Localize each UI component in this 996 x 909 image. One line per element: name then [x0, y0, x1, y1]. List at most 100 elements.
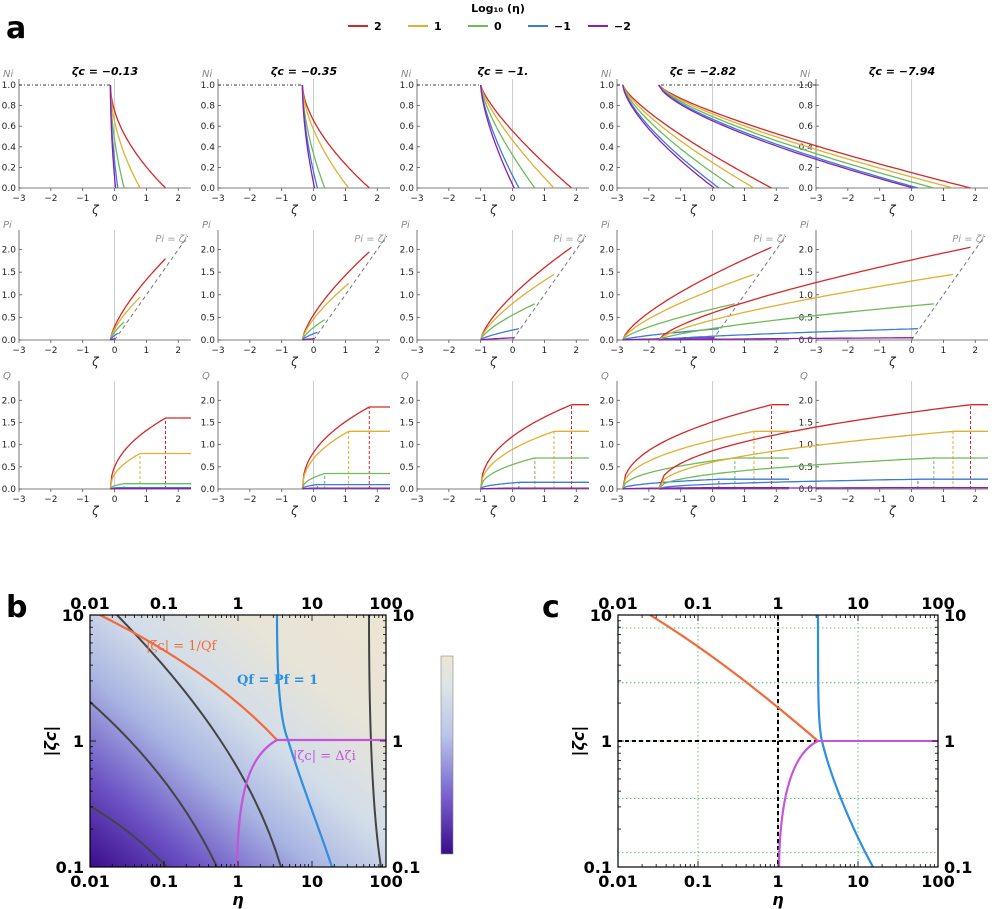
xtick-1-4-2: −1 — [873, 346, 886, 356]
b-xtick-bottom-0: 0.01 — [70, 872, 109, 891]
xtick-0-0-4: 1 — [144, 194, 150, 204]
legend-title: Log₁₀ (η) — [471, 2, 525, 15]
xtick-2-0-2: −1 — [76, 495, 89, 505]
series-0-0-1 — [109, 84, 141, 189]
row-ylabel-0-3: Ni — [601, 69, 611, 80]
series-2-0-1 — [109, 452, 191, 490]
ytick-0-2-4: 0.8 — [400, 102, 415, 112]
subplot-2-3: Q 0.0 0.5 1.0 1.5 2.0 −3 −2 −1 0 1 2 ζ — [600, 371, 789, 518]
series-1-2-1 — [480, 273, 555, 341]
ytick-1-2-4: 2.0 — [400, 246, 415, 256]
c-xtick-bottom-1: 0.1 — [684, 872, 712, 891]
series-0-1-0 — [301, 84, 370, 189]
xlabel-1-2: ζ — [489, 355, 498, 369]
ytick-1-2-0: 0.0 — [400, 336, 415, 346]
series-2-4-2 — [658, 457, 988, 490]
series-2-0-3 — [110, 487, 191, 490]
series-1-1-4 — [302, 338, 315, 341]
row-ylabel-1-0: Pi — [3, 220, 12, 231]
ytick-2-3-3: 1.5 — [600, 418, 614, 428]
ytick-1-0-4: 2.0 — [2, 246, 17, 256]
ytick-2-4-0: 0.0 — [799, 485, 814, 495]
series-1-0-3 — [109, 332, 119, 341]
reference-line-4 — [911, 235, 986, 341]
ytick-1-0-0: 0.0 — [2, 336, 17, 346]
c-ytick-left-2: 10 — [590, 606, 612, 625]
series-2-2-1 — [480, 430, 589, 490]
series-2-3-0 — [622, 404, 789, 490]
ytick-0-3-4: 0.8 — [600, 102, 615, 112]
subplot-1-4: Pi 0.0 0.5 1.0 1.5 2.0 −3 −2 −1 0 1 2 ζ Pi = ζi — [658, 220, 988, 369]
column-title-0: ζc = −0.13 — [72, 65, 139, 78]
ytick-1-2-2: 1.0 — [400, 291, 415, 301]
xtick-1-0-0: −3 — [12, 346, 25, 356]
xtick-0-1-1: −2 — [243, 194, 256, 204]
ytick-0-0-4: 0.8 — [2, 102, 17, 112]
xlabel-0-1: ζ — [290, 203, 299, 217]
b-ytick-left-2: 10 — [62, 606, 84, 625]
series-1-0-2 — [109, 321, 125, 341]
ytick-0-4-0: 0.0 — [799, 184, 814, 194]
xtick-0-3-2: −1 — [674, 194, 687, 204]
c-xtick-top-2: 1 — [772, 594, 783, 613]
c-ytick-left-0: 0.1 — [584, 858, 612, 877]
ytick-2-1-4: 2.0 — [201, 396, 216, 406]
xtick-2-1-5: 2 — [374, 495, 380, 505]
ytick-1-0-1: 0.5 — [2, 313, 16, 323]
ytick-0-4-2: 0.4 — [799, 143, 814, 153]
series-1-0-1 — [109, 296, 141, 341]
b-xtick-bottom-2: 1 — [232, 872, 243, 891]
xtick-2-3-3: 0 — [710, 495, 716, 505]
xtick-2-1-0: −3 — [211, 495, 224, 505]
ytick-0-4-5: 1.0 — [799, 81, 814, 91]
xtick-1-0-2: −1 — [76, 346, 89, 356]
series-2-1-0 — [301, 406, 390, 490]
colorbar — [440, 655, 454, 855]
series-2-4-0 — [658, 404, 988, 490]
xtick-1-3-1: −2 — [642, 346, 655, 356]
xtick-2-2-1: −2 — [442, 495, 455, 505]
xtick-1-1-2: −1 — [275, 346, 288, 356]
xtick-2-0-4: 1 — [144, 495, 150, 505]
curve-label-zeta-1-over-qf: |ζc| = 1/Qf — [146, 639, 218, 654]
column-title-4: ζc = −7.94 — [869, 65, 935, 78]
colorbar-gradient — [440, 655, 454, 855]
series-2-2-3 — [480, 481, 589, 490]
ytick-0-1-0: 0.0 — [201, 184, 216, 194]
subplot-2-2: Q 0.0 0.5 1.0 1.5 2.0 −3 −2 −1 0 1 2 ζ — [400, 371, 589, 518]
series-2-1-3 — [301, 483, 390, 490]
xtick-0-0-5: 2 — [175, 194, 181, 204]
row-ylabel-1-1: Pi — [202, 220, 211, 231]
xlabel-2-0: ζ — [91, 504, 100, 518]
ytick-2-1-1: 0.5 — [201, 463, 215, 473]
xtick-2-2-3: 0 — [510, 495, 516, 505]
b-xtick-top-4: 100 — [369, 594, 402, 613]
xtick-2-3-5: 2 — [773, 495, 779, 505]
ytick-0-4-1: 0.2 — [799, 163, 813, 173]
series-1-4-2 — [658, 303, 934, 341]
c-xtick-bottom-0: 0.01 — [598, 872, 637, 891]
xtick-1-1-0: −3 — [211, 346, 224, 356]
ytick-1-1-4: 2.0 — [201, 246, 216, 256]
row-ylabel-0-4: Ni — [800, 69, 810, 80]
xtick-2-2-2: −1 — [474, 495, 487, 505]
c-ylabel: |ζc| — [569, 726, 589, 757]
c-xlabel: η — [772, 890, 783, 909]
ytick-0-4-4: 0.8 — [799, 102, 814, 112]
xtick-0-1-3: 0 — [311, 194, 317, 204]
xtick-2-2-0: −3 — [410, 495, 423, 505]
ytick-1-4-0: 0.0 — [799, 336, 814, 346]
xtick-2-0-0: −3 — [12, 495, 25, 505]
ytick-1-4-3: 1.5 — [799, 268, 813, 278]
ytick-2-0-4: 2.0 — [2, 396, 17, 406]
c-xtick-bottom-3: 10 — [847, 872, 869, 891]
xtick-1-1-3: 0 — [311, 346, 317, 356]
series-1-1-3 — [301, 331, 318, 341]
xtick-2-4-3: 0 — [909, 495, 915, 505]
xtick-1-0-5: 2 — [175, 346, 181, 356]
xtick-0-2-4: 1 — [542, 194, 548, 204]
ytick-2-2-3: 1.5 — [400, 418, 414, 428]
row-ylabel-1-2: Pi — [401, 220, 410, 231]
xtick-0-3-0: −3 — [610, 194, 623, 204]
series-0-2-0 — [480, 84, 572, 189]
